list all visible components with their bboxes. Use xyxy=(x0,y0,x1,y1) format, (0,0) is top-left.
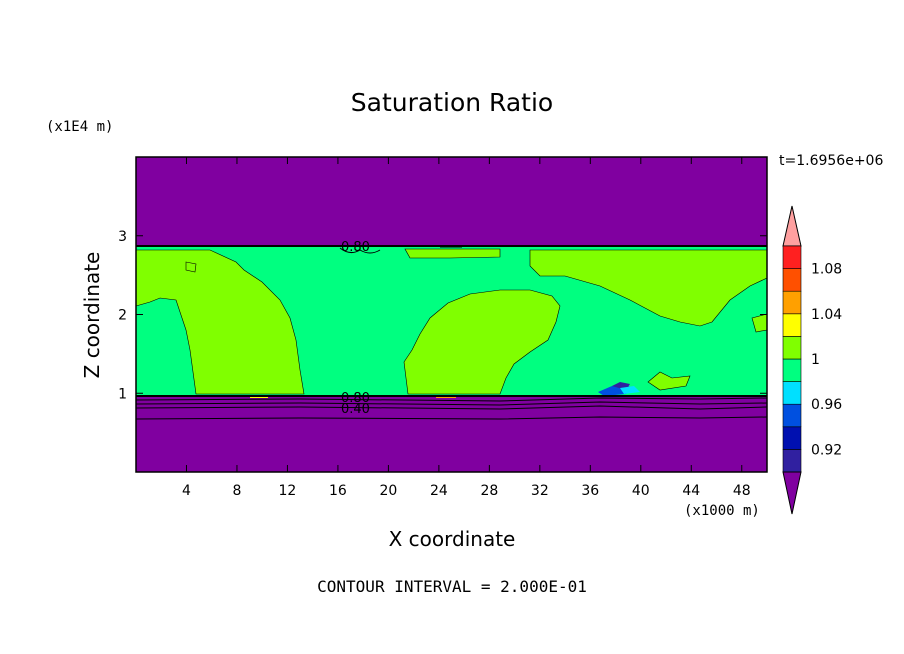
y-axis-ticks: 1 2 3 xyxy=(118,229,767,402)
y-tick-label: 3 xyxy=(118,229,127,245)
contour-label: 0.80 xyxy=(341,240,370,255)
colorbar-tick-label: 1.04 xyxy=(811,307,842,323)
timestamp-label: t=1.6956e+06 xyxy=(779,153,884,169)
contour-line-3 xyxy=(135,405,768,410)
contour-line-1 xyxy=(135,397,768,402)
colorbar-swatch xyxy=(782,290,802,315)
x-tick-label: 4 xyxy=(182,483,191,499)
colorbar: 0.92 0.96 1 1.04 1.08 xyxy=(782,205,842,515)
colorbar-tick-label: 0.96 xyxy=(811,397,842,413)
colorbar-swatch xyxy=(782,381,802,405)
contour-label: 0.80 xyxy=(341,391,370,406)
x-axis-label: X coordinate xyxy=(388,527,516,551)
y-tick-label: 2 xyxy=(118,308,127,324)
x-tick-label: 8 xyxy=(232,483,241,499)
x-tick-label: 32 xyxy=(531,483,549,499)
x-tick-label: 40 xyxy=(632,483,650,499)
chart-title: Saturation Ratio xyxy=(350,88,554,117)
contour-line-4 xyxy=(135,416,768,420)
lime-region-right xyxy=(529,249,768,327)
colorbar-swatch xyxy=(782,403,802,428)
colorbar-swatch xyxy=(782,358,802,382)
y-axis-unit: (x1E4 m) xyxy=(46,119,114,135)
colorbar-swatch xyxy=(782,313,802,337)
colorbar-swatch xyxy=(782,336,802,360)
lime-strip-top-center xyxy=(404,248,501,259)
colorbar-swatch xyxy=(782,268,802,292)
x-tick-label: 12 xyxy=(279,483,297,499)
lime-patch-lowright xyxy=(647,371,691,391)
contour-label: 0.40 xyxy=(341,402,370,417)
colorbar-swatch xyxy=(782,245,802,269)
lime-region-center xyxy=(403,289,561,395)
x-tick-label: 48 xyxy=(733,483,751,499)
colorbar-bottom-arrow xyxy=(782,471,802,515)
lime-region-left xyxy=(135,249,305,395)
colorbar-tick-label: 1 xyxy=(811,352,820,368)
contour-interval-label: CONTOUR INTERVAL = 2.000E-01 xyxy=(317,577,587,596)
contour-line-2 xyxy=(135,401,768,406)
colorbar-tick-label: 0.92 xyxy=(811,442,842,458)
cyan-patch xyxy=(620,386,640,394)
x-tick-label: 16 xyxy=(329,483,347,499)
colorbar-swatch xyxy=(782,449,802,473)
x-tick-label: 20 xyxy=(379,483,397,499)
top-contour-squiggle xyxy=(339,247,381,254)
y-tick-label: 1 xyxy=(118,386,127,402)
lime-patch-small-left xyxy=(185,261,197,273)
x-tick-label: 24 xyxy=(430,483,448,499)
x-axis-unit: (x1000 m) xyxy=(684,503,760,519)
x-tick-label: 36 xyxy=(581,483,599,499)
colorbar-swatch xyxy=(782,426,802,450)
x-axis-ticks: 4 8 12 16 20 24 28 32 36 40 44 48 xyxy=(182,157,751,499)
colorbar-tick-label: 1.08 xyxy=(811,262,842,278)
x-tick-label: 44 xyxy=(682,483,700,499)
plot-area xyxy=(135,157,768,472)
colorbar-top-arrow xyxy=(782,205,802,247)
x-tick-label: 28 xyxy=(480,483,498,499)
